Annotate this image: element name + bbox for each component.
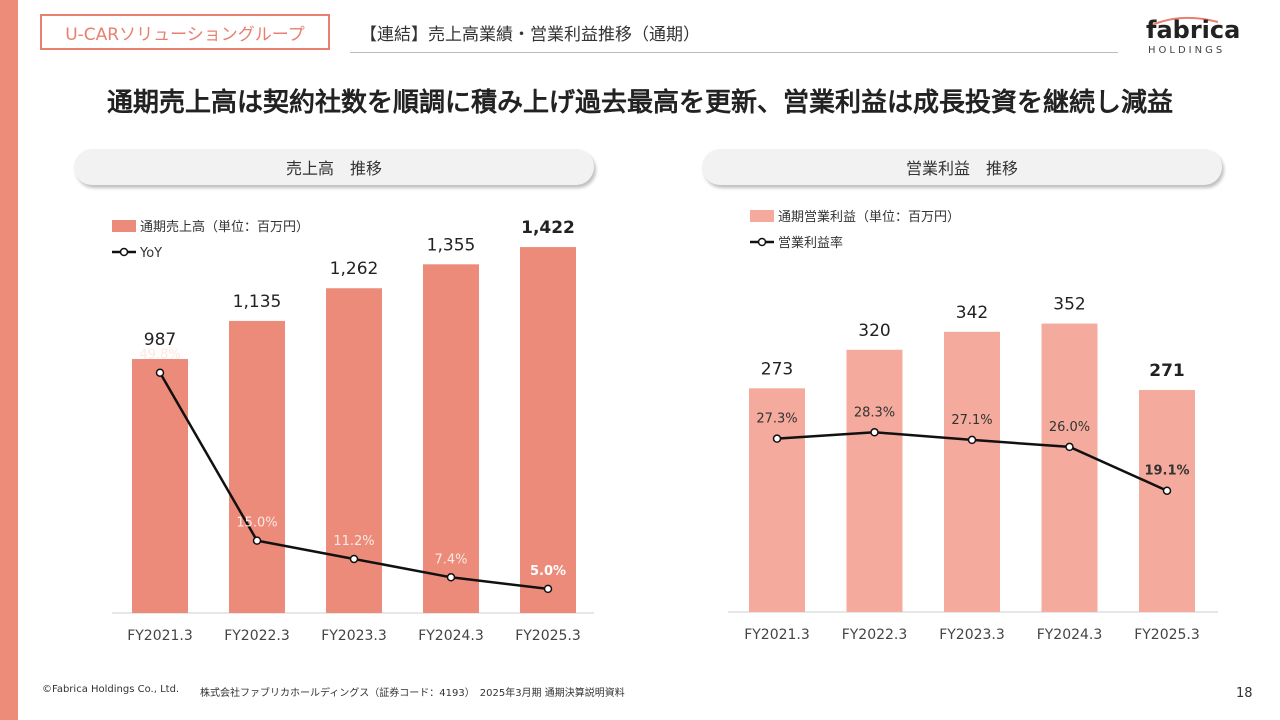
group-label-box: U-CARソリューショングループ [40,14,330,50]
line-value-label: 28.3% [854,405,895,420]
legend-line-label: YoY [139,246,162,261]
bar-FY2021.3 [749,388,805,612]
legend-bar-swatch [750,210,774,222]
line-point [772,434,782,443]
profit-panel-title-text: 営業利益 推移 [905,159,1018,178]
bar-FY2022.3 [229,320,285,613]
bar-value-label: 273 [761,359,793,379]
line-point [1065,442,1074,452]
line-point [349,554,359,564]
bar-value-label: 271 [1149,361,1185,381]
accent-sidebar [0,0,18,720]
line-value-label: 19.1% [1144,464,1189,479]
bar-FY2025.3 [520,247,576,613]
x-tick-label: FY2022.3 [842,627,908,643]
line-point [1162,486,1172,495]
line-point [543,584,553,594]
logo-subtitle: HOLDINGS [1148,45,1226,56]
line-value-label: 11.2% [333,534,374,549]
line-value-label: 49.8% [139,348,180,363]
revenue-panel-title: 売上高 推移 [74,149,594,185]
bar-value-label: 1,422 [521,218,575,238]
logo-wordmark: fabrica [1146,16,1241,44]
header-divider [350,52,1118,53]
legend-bar-label: 通期営業利益（単位：百万円） [778,209,960,225]
x-tick-label: FY2022.3 [224,628,290,644]
bar-FY2024.3 [1041,323,1098,612]
bar-FY2023.3 [944,331,1000,612]
x-tick-label: FY2021.3 [744,627,810,643]
x-tick-label: FY2024.3 [418,628,484,644]
bar-FY2021.3 [132,359,188,613]
line-point [967,435,977,445]
revenue-panel-title-text: 売上高 推移 [285,159,382,178]
bar-value-label: 352 [1053,295,1085,315]
bar-value-label: 987 [144,330,176,350]
legend-line-label: 営業利益率 [778,235,843,251]
bar-value-label: 1,135 [233,292,282,312]
line-point [870,428,879,437]
revenue-chart: 通期売上高（単位：百万円） YoY 987 FY2021.3 1,135 FY2022.3… [112,218,594,644]
x-tick-label: FY2024.3 [1037,627,1103,643]
footer-copyright: ©Fabrica Holdings Co., Ltd. [42,684,180,695]
x-tick-label: FY2025.3 [1134,627,1200,643]
group-label: U-CARソリューショングループ [65,24,305,45]
slide-title: 【連結】売上高業績・営業利益推移（通期） [360,25,700,45]
bar-value-label: 1,355 [427,235,476,255]
headline: 通期売上高は契約社数を順調に積み上げ過去最高を更新、営業利益は成長投資を継続し減… [106,88,1173,118]
bar-FY2022.3 [846,349,903,612]
line-point [446,573,456,582]
legend-bar-label: 通期売上高（単位：百万円） [140,219,309,235]
bar-value-label: 1,262 [330,259,379,279]
page-number: 18 [1236,686,1253,701]
bar-FY2023.3 [326,288,382,613]
legend-bar-swatch [112,220,136,232]
profit-panel-title: 営業利益 推移 [702,149,1222,185]
x-tick-label: FY2023.3 [321,628,387,644]
line-point [252,536,262,545]
legend-line-marker [119,247,129,257]
line-value-label: 27.3% [756,412,797,427]
line-value-label: 27.1% [951,413,992,428]
bar-FY2025.3 [1139,389,1195,612]
x-tick-label: FY2021.3 [127,628,193,644]
footer-corp-info: 株式会社ファブリカホールディングス（証券コード：4193） 2025年3月期 通… [200,688,625,699]
line-point [155,368,165,377]
x-tick-label: FY2023.3 [939,627,1005,643]
bar-value-label: 342 [956,303,988,323]
bar-value-label: 320 [858,321,890,341]
bar-FY2024.3 [423,264,479,613]
legend-line-marker [757,237,767,247]
line-value-label: 5.0% [530,564,566,579]
profit-chart: 通期営業利益（単位：百万円） 営業利益率 273 FY2021.3 320 FY2022.… [728,209,1218,643]
line-value-label: 26.0% [1049,420,1090,435]
line-value-label: 15.0% [236,516,277,531]
company-logo: fabrica HOLDINGS [1140,14,1240,62]
line-value-label: 7.4% [434,552,467,567]
logo-arc-icon [1149,16,1219,27]
x-tick-label: FY2025.3 [515,628,581,644]
